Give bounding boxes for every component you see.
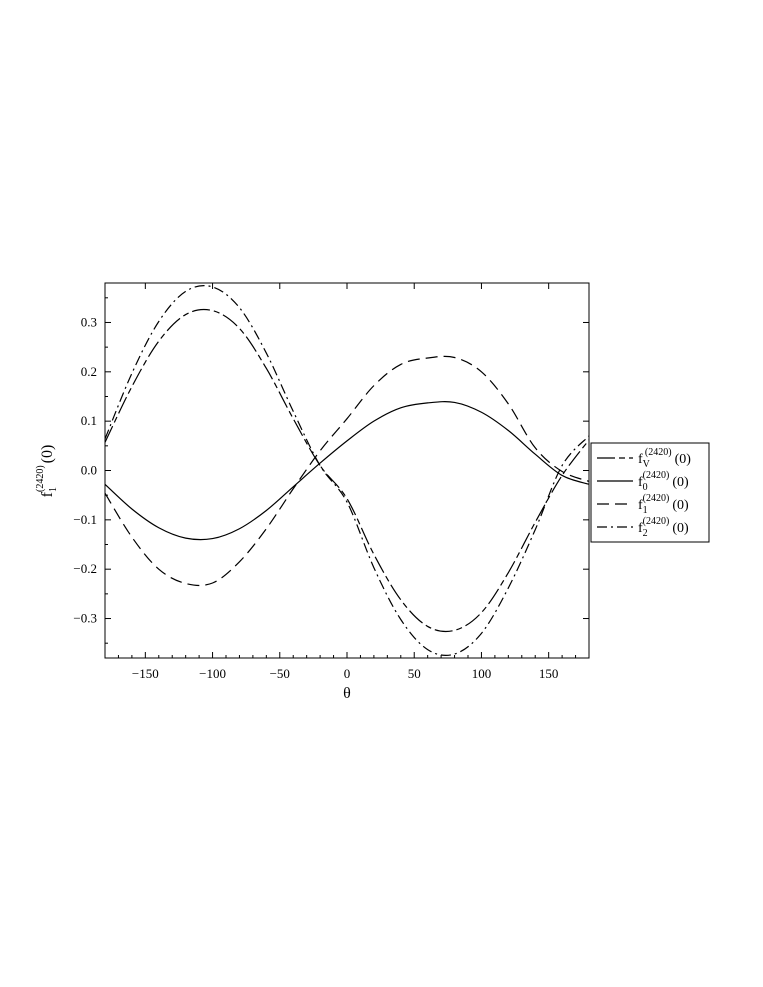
series-line <box>104 401 590 541</box>
x-tick-label: −150 <box>132 666 159 681</box>
series-line <box>104 308 590 633</box>
y-tick-label: −0.1 <box>73 512 97 527</box>
x-axis-title: θ <box>343 685 351 702</box>
y-axis-title-base: f <box>39 491 56 497</box>
y-axis-title-sup: (2420) <box>35 465 46 492</box>
legend-label: f1(2420) (0) <box>638 493 689 516</box>
y-tick-label: 0.1 <box>81 413 97 428</box>
legend: fV(2420) (0)f0(2420) (0)f1(2420) (0)f2(2420… <box>590 442 710 543</box>
svg-text:f1(2420)(0): f1(2420)(0) <box>35 445 59 498</box>
y-axis-title-sub: 1 <box>48 487 59 492</box>
x-tick-label: −50 <box>270 666 290 681</box>
series-line <box>104 355 590 587</box>
y-axis: −0.3 −0.2 −0.1 0.0 0.1 0.2 0.3 <box>73 297 589 644</box>
x-tick-label: 150 <box>539 666 559 681</box>
y-tick-label: 0.2 <box>81 364 97 379</box>
legend-label: fV(2420) (0) <box>638 447 691 470</box>
y-axis-title-arg: (0) <box>39 445 56 464</box>
y-axis-title: f1(2420)(0) <box>35 445 59 498</box>
x-tick-label: 0 <box>344 666 351 681</box>
y-tick-label: 0.3 <box>81 314 97 329</box>
legend-label: f0(2420) (0) <box>638 470 689 493</box>
y-tick-label: −0.2 <box>73 561 97 576</box>
legend-box <box>590 442 710 543</box>
legend-label: f2(2420) (0) <box>638 516 689 539</box>
x-axis: −150 −100 −50 0 50 100 150 <box>104 283 590 681</box>
series-line <box>104 285 590 656</box>
series-layer <box>104 285 590 656</box>
y-tick-label: −0.3 <box>73 611 97 626</box>
plot-frame <box>104 282 590 659</box>
x-tick-label: −100 <box>199 666 226 681</box>
x-tick-label: 100 <box>472 666 492 681</box>
y-tick-label: 0.0 <box>81 463 97 478</box>
legend-items: fV(2420) (0)f0(2420) (0)f1(2420) (0)f2(2420… <box>597 447 691 539</box>
x-tick-label: 50 <box>408 666 421 681</box>
